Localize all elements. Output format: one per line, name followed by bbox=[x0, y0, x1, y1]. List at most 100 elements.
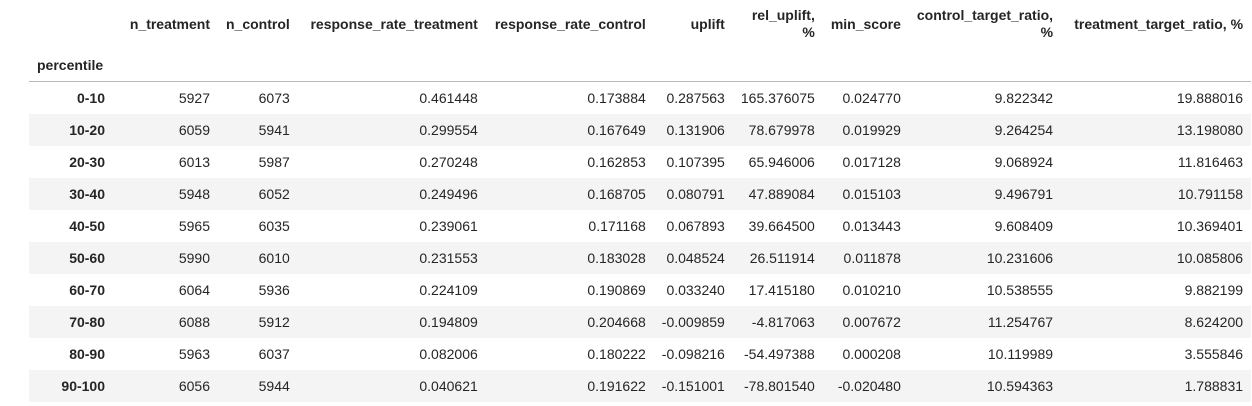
table-row: 20-30 6013 5987 0.270248 0.162853 0.107395 65.… bbox=[29, 146, 1252, 178]
data-cell: 65.946006 bbox=[748, 154, 815, 170]
index-name-label: percentile bbox=[37, 56, 104, 73]
data-cell: 0.131906 bbox=[666, 122, 725, 138]
data-cell: 10.791158 bbox=[1177, 186, 1244, 202]
data-cell: 0.019929 bbox=[842, 122, 901, 138]
data-cell: 6059 bbox=[178, 122, 210, 138]
data-cell: 0.007672 bbox=[842, 314, 901, 330]
data-cell: 0.191622 bbox=[587, 378, 646, 394]
data-cell: 0.204668 bbox=[587, 314, 646, 330]
data-cell: 0.033240 bbox=[666, 282, 725, 298]
data-cell: 11.816463 bbox=[1177, 154, 1244, 170]
data-cell: 0.231553 bbox=[419, 250, 478, 266]
data-cell: 0.067893 bbox=[666, 218, 725, 234]
data-cell: 5965 bbox=[178, 218, 210, 234]
data-cell: 0.048524 bbox=[666, 250, 725, 266]
data-cell: 0.017128 bbox=[842, 154, 901, 170]
data-cell: 6037 bbox=[258, 346, 290, 362]
row-index-cell: 80-90 bbox=[69, 346, 105, 362]
data-cell: 5936 bbox=[258, 282, 290, 298]
data-cell: 0.183028 bbox=[587, 250, 646, 266]
data-cell: 1.788831 bbox=[1184, 378, 1244, 394]
data-cell: 0.239061 bbox=[419, 218, 478, 234]
data-cell: 6035 bbox=[258, 218, 290, 234]
data-cell: 9.264254 bbox=[994, 122, 1054, 138]
data-cell: 13.198080 bbox=[1176, 122, 1244, 138]
column-header-row: n_treatment n_control response_rate_treatm… bbox=[29, 0, 1251, 48]
data-cell: 0.011878 bbox=[843, 250, 901, 266]
data-cell: 6073 bbox=[258, 90, 290, 106]
data-cell: 10.369401 bbox=[1176, 218, 1244, 234]
data-cell: 39.664500 bbox=[748, 218, 815, 234]
data-cell: 0.287563 bbox=[666, 90, 725, 106]
data-cell: 6013 bbox=[178, 154, 210, 170]
row-index-cell: 70-80 bbox=[69, 314, 105, 330]
data-cell: 6064 bbox=[178, 282, 210, 298]
data-cell: 26.511914 bbox=[749, 250, 815, 266]
data-cell: 165.376075 bbox=[740, 90, 815, 106]
data-cell: -78.801540 bbox=[744, 378, 815, 394]
table-row: 60-70 6064 5936 0.224109 0.190869 0.033240 17.… bbox=[29, 274, 1252, 306]
data-cell: 5927 bbox=[178, 90, 210, 106]
row-index-cell: 40-50 bbox=[69, 218, 105, 234]
table-row: 90-100 6056 5944 0.040621 0.191622 -0.151001 -… bbox=[29, 370, 1252, 402]
data-cell: 0.015103 bbox=[842, 186, 901, 202]
table-row: 70-80 6088 5912 0.194809 0.204668 -0.009859 -4… bbox=[29, 306, 1252, 338]
data-cell: 9.882199 bbox=[1184, 282, 1244, 298]
data-cell: 0.040621 bbox=[419, 378, 478, 394]
data-cell: 5948 bbox=[178, 186, 210, 202]
table-header: n_treatment n_control response_rate_treatm… bbox=[29, 0, 1252, 82]
row-index-cell: 0-10 bbox=[76, 90, 105, 106]
data-cell: 10.085806 bbox=[1176, 250, 1244, 266]
data-cell: 5990 bbox=[178, 250, 210, 266]
data-cell: 0.010210 bbox=[842, 282, 901, 298]
table-body: 0-10 5927 6073 0.461448 0.173884 0.287563 165.… bbox=[29, 81, 1252, 402]
data-cell: 0.173884 bbox=[587, 90, 646, 106]
data-cell: -4.817063 bbox=[751, 314, 815, 330]
row-index-cell: 50-60 bbox=[69, 250, 105, 266]
row-index-cell: 60-70 bbox=[69, 282, 105, 298]
table-row: 10-20 6059 5941 0.299554 0.167649 0.131906 78.… bbox=[29, 114, 1252, 146]
row-index-cell: 20-30 bbox=[69, 154, 105, 170]
data-cell: 0.107395 bbox=[666, 154, 725, 170]
column-header-n-treatment: n_treatment bbox=[129, 15, 210, 32]
data-cell: 9.496791 bbox=[994, 186, 1054, 202]
index-corner-cell bbox=[29, 0, 113, 48]
table-row: 30-40 5948 6052 0.249496 0.168705 0.080791 47.… bbox=[29, 178, 1252, 210]
table-row: 0-10 5927 6073 0.461448 0.173884 0.287563 165.… bbox=[29, 81, 1252, 114]
data-cell: -0.020480 bbox=[837, 378, 901, 394]
data-cell: 10.119989 bbox=[987, 346, 1054, 362]
data-cell: 5963 bbox=[178, 346, 210, 362]
data-cell: 0.461448 bbox=[419, 90, 478, 106]
data-cell: 0.080791 bbox=[666, 186, 725, 202]
data-cell: -0.151001 bbox=[661, 378, 725, 394]
data-cell: 0.024770 bbox=[842, 90, 901, 106]
data-cell: 78.679978 bbox=[748, 122, 815, 138]
data-cell: 6052 bbox=[258, 186, 290, 202]
data-cell: -54.497388 bbox=[744, 346, 815, 362]
data-cell: 6056 bbox=[178, 378, 210, 394]
column-header-treatment-target-ratio: treatment_target_ratio, % bbox=[1074, 15, 1244, 32]
data-cell: 0.180222 bbox=[587, 346, 646, 362]
column-header-min-score: min_score bbox=[830, 15, 901, 32]
data-cell: 9.608409 bbox=[994, 218, 1054, 234]
data-cell: 0.299554 bbox=[419, 122, 478, 138]
data-cell: 8.624200 bbox=[1184, 314, 1244, 330]
data-cell: 9.822342 bbox=[994, 90, 1054, 106]
data-cell: 0.162853 bbox=[587, 154, 646, 170]
column-header-control-target-ratio: control_target_ratio, % bbox=[916, 7, 1054, 40]
data-cell: 5912 bbox=[258, 314, 290, 330]
data-cell: 10.231606 bbox=[986, 250, 1054, 266]
column-header-response-rate-control: response_rate_control bbox=[494, 15, 646, 32]
column-header-response-rate-treatment: response_rate_treatment bbox=[310, 15, 478, 32]
data-cell: 6088 bbox=[178, 314, 210, 330]
table-row: 40-50 5965 6035 0.239061 0.171168 0.067893 39.… bbox=[29, 210, 1252, 242]
data-cell: 17.415180 bbox=[748, 282, 815, 298]
data-cell: 0.168705 bbox=[587, 186, 646, 202]
data-cell: 0.013443 bbox=[842, 218, 901, 234]
data-cell: 0.190869 bbox=[587, 282, 646, 298]
table-row: 50-60 5990 6010 0.231553 0.183028 0.048524 26.… bbox=[29, 242, 1252, 274]
data-cell: 0.194809 bbox=[419, 314, 478, 330]
data-cell: 0.270248 bbox=[419, 154, 478, 170]
data-cell: 11.254767 bbox=[987, 314, 1054, 330]
